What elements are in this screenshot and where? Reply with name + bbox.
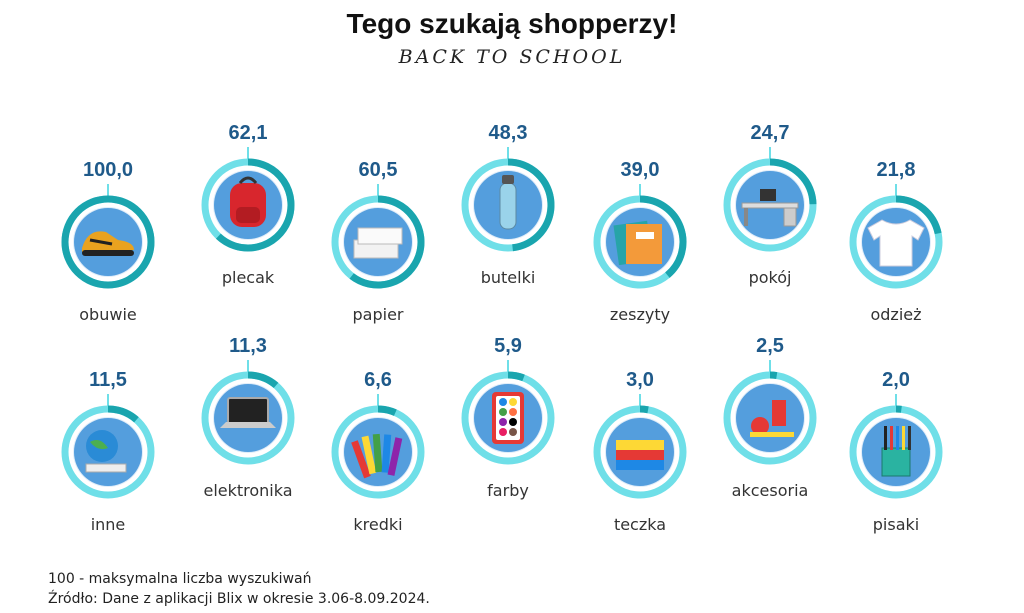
page-title: Tego szukają shopperzy! xyxy=(346,8,678,39)
donut-elektronika: 11,3 elektronika xyxy=(201,335,295,500)
category-label: zeszyty xyxy=(610,305,670,324)
value-label: 21,8 xyxy=(877,159,916,181)
ring-value-arc xyxy=(377,405,397,416)
value-label: 6,6 xyxy=(364,369,392,391)
value-label: 2,0 xyxy=(882,369,910,391)
ring-value-arc xyxy=(507,158,555,252)
pens-cup-icon xyxy=(881,426,911,477)
page-subtitle: BACK TO SCHOOL xyxy=(398,46,626,68)
globe-icon xyxy=(85,430,127,473)
bottle-icon xyxy=(499,175,517,230)
value-label: 3,0 xyxy=(626,369,654,391)
ring-value-arc xyxy=(61,195,155,289)
value-label: 2,5 xyxy=(756,335,784,357)
folders-icon xyxy=(616,440,664,470)
backpack-icon xyxy=(230,176,266,227)
accessories-icon xyxy=(750,400,794,437)
ring-value-arc xyxy=(769,371,778,379)
category-label: akcesoria xyxy=(732,481,809,500)
donut-butelki: 48,3 butelki xyxy=(461,122,555,287)
donut-teczka: 3,0 teczka xyxy=(593,369,687,534)
value-label: 24,7 xyxy=(751,122,790,144)
donut-papier: 60,5 papier xyxy=(331,159,425,324)
value-label: 11,3 xyxy=(229,335,267,357)
ring-value-arc xyxy=(107,405,139,423)
ring-value-arc xyxy=(639,195,687,278)
paints-icon xyxy=(492,392,524,444)
value-label: 5,9 xyxy=(494,335,522,357)
ring-value-arc xyxy=(769,158,817,205)
footnote: 100 - maksymalna liczba wyszukiwań xyxy=(48,571,312,587)
paper-stack-icon xyxy=(353,227,403,259)
notebooks-icon xyxy=(613,220,662,266)
category-label: elektronika xyxy=(203,481,292,500)
ring-value-arc xyxy=(215,158,295,252)
donut-plecak: 62,1 plecak xyxy=(201,122,295,287)
donut-inne: 11,5 inne xyxy=(61,369,155,534)
ring-value-arc xyxy=(247,371,279,389)
donut-akcesoria: 2,5 akcesoria xyxy=(723,335,817,500)
ring-value-arc xyxy=(507,371,525,382)
donut-obuwie: 100,0 obuwie xyxy=(61,159,155,324)
shoe-icon xyxy=(82,231,134,256)
category-label: odzież xyxy=(870,305,921,324)
value-label: 100,0 xyxy=(83,159,133,181)
value-label: 62,1 xyxy=(229,122,268,144)
donut-pisaki: 2,0 pisaki xyxy=(849,369,943,534)
category-label: teczka xyxy=(614,515,666,534)
source-note: Źródło: Dane z aplikacji Blix w okresie … xyxy=(48,591,430,607)
value-label: 60,5 xyxy=(359,159,398,181)
category-label: kredki xyxy=(353,515,402,534)
category-label: papier xyxy=(353,305,404,324)
category-label: butelki xyxy=(481,268,536,287)
category-label: inne xyxy=(91,515,126,534)
ring-value-arc xyxy=(895,195,942,235)
category-label: pokój xyxy=(749,268,792,287)
donut-farby: 5,9 farby xyxy=(461,335,555,500)
ring-value-arc xyxy=(349,195,425,289)
tshirt-icon xyxy=(867,219,925,267)
donut-pokój: 24,7 pokój xyxy=(723,122,817,287)
donut-zeszyty: 39,0 zeszyty xyxy=(593,159,687,324)
icon-disc xyxy=(736,384,804,452)
category-label: obuwie xyxy=(79,305,136,324)
donut-odzież: 21,8 odzież xyxy=(849,159,943,324)
desk-icon xyxy=(741,189,799,227)
category-label: farby xyxy=(487,481,529,500)
donut-kredki: 6,6 kredki xyxy=(331,369,425,534)
value-label: 39,0 xyxy=(621,159,660,181)
laptop-icon xyxy=(220,397,276,428)
value-label: 48,3 xyxy=(489,122,528,144)
ring-value-arc xyxy=(639,405,649,414)
category-label: pisaki xyxy=(873,515,919,534)
category-label: plecak xyxy=(222,268,275,287)
value-label: 11,5 xyxy=(89,369,127,391)
crayons-icon xyxy=(351,433,403,479)
